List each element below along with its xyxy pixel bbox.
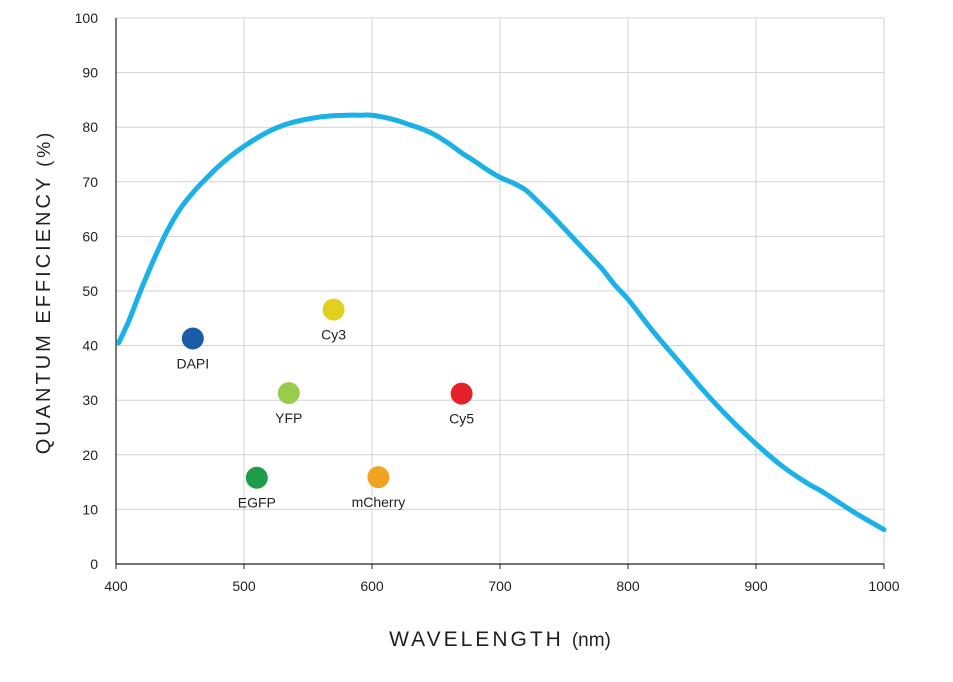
marker-cy3-label: Cy3 (321, 327, 346, 343)
marker-cy3-dot (322, 298, 345, 321)
y-axis-title-unit: (%) (34, 130, 54, 167)
y-tick-label: 0 (90, 556, 98, 572)
series (116, 112, 887, 533)
x-axis-title-unit: (nm) (572, 630, 611, 651)
marker-cy5-label: Cy5 (449, 411, 474, 427)
marker-yfp-dot (277, 382, 300, 405)
y-tick-label: 10 (82, 501, 98, 517)
y-tick-label: 50 (82, 283, 98, 299)
x-axis-title: WAVELENGTH (nm) (389, 628, 611, 651)
x-tick-label: 1000 (868, 578, 899, 594)
marker-egfp-dot (245, 466, 268, 489)
y-tick-label: 60 (82, 228, 98, 244)
y-tick-label: 70 (82, 174, 98, 190)
y-tick-label: 30 (82, 392, 98, 408)
grid (116, 17, 885, 564)
qe-curve-line (116, 112, 887, 533)
y-tick-label: 20 (82, 447, 98, 463)
marker-cy5-dot (450, 382, 473, 405)
y-tick-labels: 0 10 20 30 40 50 60 70 80 90 100 (75, 10, 99, 572)
x-tick-label: 700 (488, 578, 512, 594)
marker-mcherry-dot (367, 466, 390, 489)
x-tick-label: 900 (744, 578, 768, 594)
x-tick-labels: 400 500 600 700 800 900 1000 (104, 564, 900, 594)
marker-egfp-label: EGFP (238, 495, 276, 511)
y-tick-label: 80 (82, 119, 98, 135)
marker-dapi-dot (181, 327, 204, 350)
x-tick-label: 400 (104, 578, 128, 594)
markers: DAPI Cy3 YFP Cy5 EGFP mCherry (176, 298, 474, 511)
y-tick-label: 90 (82, 65, 98, 81)
y-tick-label: 40 (82, 338, 98, 354)
y-axis-title: QUANTUM EFFICIENCY (%) (33, 130, 55, 455)
y-tick-label: 100 (75, 10, 99, 26)
y-axis-title-text: QUANTUM EFFICIENCY (33, 175, 55, 455)
marker-yfp-label: YFP (275, 410, 302, 426)
marker-mcherry-label: mCherry (352, 494, 406, 510)
x-tick-label: 500 (232, 578, 256, 594)
marker-dapi-label: DAPI (176, 356, 209, 372)
x-tick-label: 800 (616, 578, 640, 594)
x-tick-label: 600 (360, 578, 384, 594)
x-axis-title-text: WAVELENGTH (389, 628, 564, 651)
